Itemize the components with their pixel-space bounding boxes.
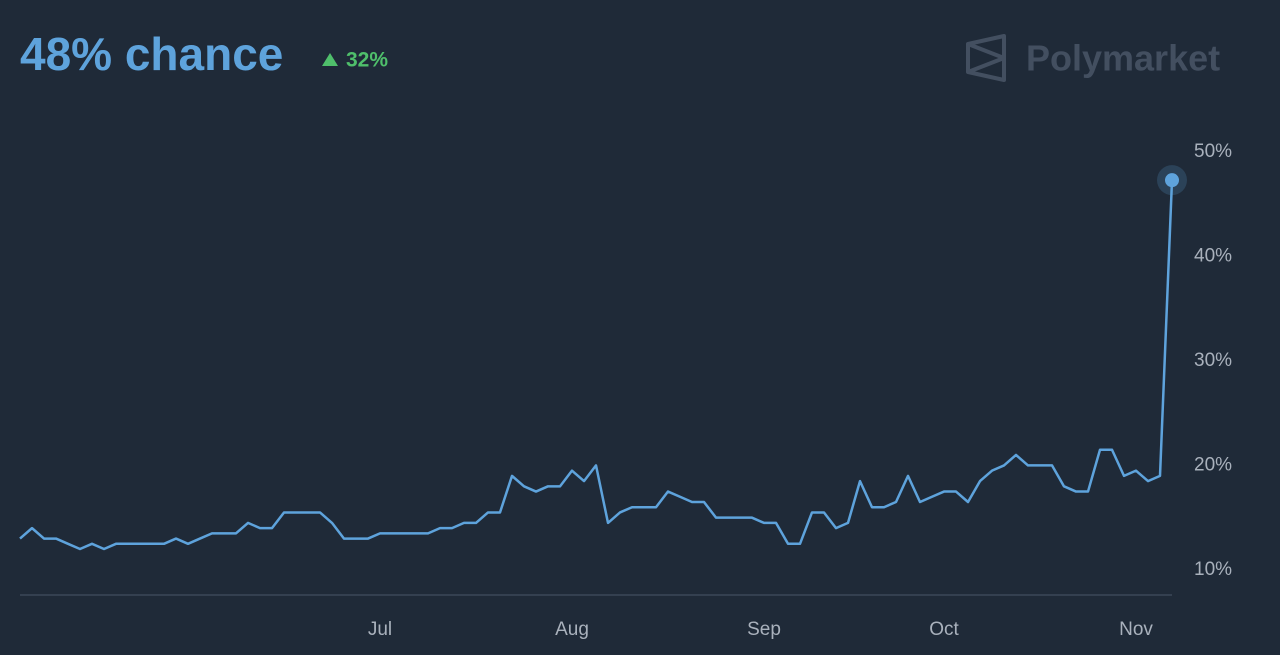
y-tick-label: 20% [1194,454,1232,475]
y-tick-label: 10% [1194,559,1232,580]
up-arrow [322,53,338,66]
y-tick-label: 30% [1194,350,1232,371]
brand-name: Polymarket [1026,38,1220,79]
line [19,180,1174,551]
last-point [1165,173,1179,188]
x-tick-label: Jul [368,619,392,640]
brand-logo [966,34,1006,82]
x-tick-label: Nov [1119,619,1153,640]
y-tick-label: 50% [1194,141,1232,162]
x-tick-label: Oct [929,619,959,640]
change: 32% [346,49,388,72]
headline: 48% chance [20,28,283,80]
x-tick-label: Sep [747,619,781,640]
y-tick-label: 40% [1194,245,1232,266]
x-tick-label: Aug [555,619,589,640]
